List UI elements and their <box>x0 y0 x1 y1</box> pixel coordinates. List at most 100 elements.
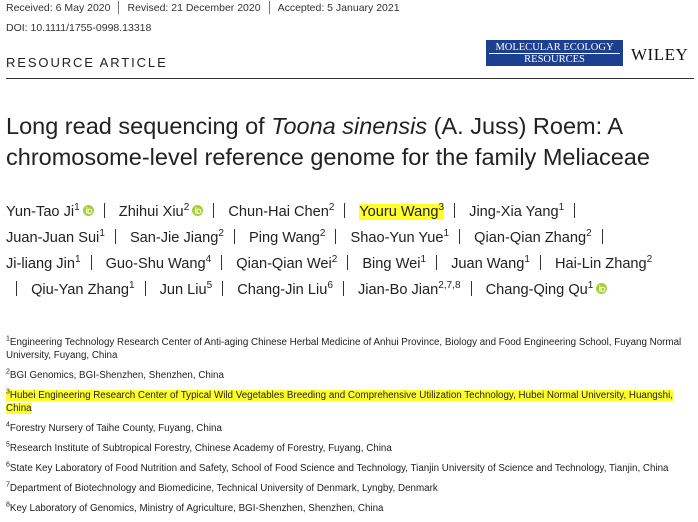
author-name: Jing-Xia Yang <box>469 204 559 220</box>
affiliation-ref: 1 <box>524 254 530 266</box>
author-name-wrap: Juan Wang1 <box>451 254 530 272</box>
affiliation-ref: 2 <box>331 254 338 266</box>
affiliation: 8Key Laboratory of Genomics, Ministry of… <box>6 502 690 515</box>
author-name-wrap: San-Jie Jiang2 <box>130 229 224 246</box>
affiliation-ref: 6 <box>327 280 333 292</box>
affiliation-number: 4 <box>6 421 10 429</box>
divider <box>268 1 270 14</box>
author[interactable]: Jun Liu5 <box>159 281 213 298</box>
affiliation-ref: 2,7,8 <box>438 280 461 292</box>
author[interactable]: Qian-Qian Zhang2 <box>474 228 592 246</box>
affiliation-ref: 2 <box>183 202 190 214</box>
affiliation-ref: 2 <box>586 228 592 240</box>
author-name: Juan Wang <box>451 256 525 272</box>
affiliation: 1Engineering Technology Research Center … <box>6 336 690 362</box>
author-name: Chun-Hai Chen <box>228 204 329 220</box>
author-name-wrap: Qiu-Yan Zhang1 <box>31 281 134 298</box>
article-type: RESOURCE ARTICLE <box>6 55 168 70</box>
orcid-icon[interactable] <box>192 205 204 216</box>
divider <box>454 203 456 218</box>
affiliation-text: Forestry Nursery of Taihe County, Fuyang… <box>9 423 222 434</box>
author[interactable]: Juan-Juan Sui1 <box>6 228 105 246</box>
received: Received: 6 May 2020 <box>6 1 111 14</box>
affiliation-ref: 2 <box>328 202 335 214</box>
author[interactable]: Zhihui Xiu2 <box>118 202 204 220</box>
authors: Yun-Tao Ji1 Zhihui Xiu2 Chun-Hai Chen2 Y… <box>6 199 666 303</box>
affiliation-body: 8Key Laboratory of Genomics, Ministry of… <box>6 501 384 514</box>
divider <box>90 255 92 270</box>
affiliation-number: 5 <box>6 441 10 449</box>
divider <box>103 203 105 218</box>
author[interactable]: Chang-Jin Liu6 <box>237 280 333 298</box>
author[interactable]: Jian-Bo Jian2,7,8 <box>358 280 461 298</box>
author[interactable]: Juan Wang1 <box>451 254 530 272</box>
author-name: Jun Liu <box>159 282 207 298</box>
affiliation-ref: 4 <box>205 254 212 266</box>
accepted: Accepted: 5 January 2021 <box>277 1 400 14</box>
author[interactable]: Chun-Hai Chen2 <box>228 202 335 220</box>
title-species: Toona sinensis <box>271 113 428 139</box>
author-name: Chang-Qing Qu <box>485 282 588 298</box>
author-name: Zhihui Xiu <box>118 204 184 220</box>
divider <box>144 281 146 296</box>
author-name-wrap: Ji-liang Jin1 <box>6 255 81 272</box>
affiliation-ref: 1 <box>99 228 105 240</box>
orcid-icon[interactable] <box>596 283 608 294</box>
author-name-wrap: Zhihui Xiu2 <box>118 202 190 220</box>
page: Received: 6 May 2020 Revised: 21 Decembe… <box>6 1 694 514</box>
author[interactable]: Jing-Xia Yang1 <box>469 202 565 220</box>
affiliation-ref: 1 <box>558 202 565 214</box>
divider <box>213 203 215 218</box>
author-name: Hai-Lin Zhang <box>555 256 647 272</box>
author-name: Chang-Jin Liu <box>237 282 328 298</box>
author-name-wrap: Shao-Yun Yue1 <box>350 228 450 246</box>
author[interactable]: Ping Wang2 <box>249 229 325 246</box>
author-name-wrap: Hai-Lin Zhang2 <box>555 255 652 272</box>
author[interactable]: Yun-Tao Ji1 <box>6 203 94 220</box>
author-name: Guo-Shu Wang <box>105 256 206 272</box>
affiliation-text: Key Laboratory of Genomics, Ministry of … <box>9 503 384 514</box>
revised: Revised: 21 December 2020 <box>127 1 261 14</box>
author[interactable]: Ji-liang Jin1 <box>6 255 81 272</box>
author[interactable]: Youru Wang3 <box>359 203 445 220</box>
author[interactable]: San-Jie Jiang2 <box>130 229 224 246</box>
author-name-wrap: Ping Wang2 <box>249 229 325 246</box>
divider <box>221 255 223 270</box>
affiliation-body: 7Department of Biotechnology and Biomedi… <box>6 481 438 494</box>
divider <box>574 203 576 218</box>
author[interactable]: Qiu-Yan Zhang1 <box>31 281 134 298</box>
divider <box>344 203 346 218</box>
affiliation-text: State Key Laboratory of Food Nutrition a… <box>9 463 669 474</box>
author-name: Bing Wei <box>362 256 421 272</box>
author[interactable]: Bing Wei1 <box>362 255 426 272</box>
affiliation-body: 2BGI Genomics, BGI-Shenzhen, Shenzhen, C… <box>6 368 224 381</box>
author-name: Qiu-Yan Zhang <box>31 282 129 298</box>
divider <box>436 255 438 270</box>
author[interactable]: Shao-Yun Yue1 <box>350 228 450 246</box>
author-name: Shao-Yun Yue <box>350 230 444 246</box>
author[interactable]: Qian-Qian Wei2 <box>236 254 338 272</box>
author[interactable]: Guo-Shu Wang4 <box>105 254 212 272</box>
author-name-wrap: Bing Wei1 <box>362 255 426 272</box>
author-name: Qian-Qian Wei <box>236 256 332 272</box>
affiliation: 4Forestry Nursery of Taihe County, Fuyan… <box>6 422 690 435</box>
journal-logo[interactable]: MOLECULAR ECOLOGY RESOURCES <box>486 40 623 66</box>
author-name-wrap: Chun-Hai Chen2 <box>228 202 335 220</box>
affiliation-number: 2 <box>6 368 10 376</box>
author[interactable]: Hai-Lin Zhang2 <box>555 255 652 272</box>
author-name-wrap: Qian-Qian Zhang2 <box>474 228 592 246</box>
doi[interactable]: DOI: 10.1111/1755-0998.13318 <box>6 22 152 34</box>
author[interactable]: Chang-Qing Qu1 <box>485 281 608 298</box>
author-name-wrap: Jian-Bo Jian2,7,8 <box>358 280 461 298</box>
orcid-icon[interactable] <box>82 205 94 216</box>
author-name-wrap: Chang-Jin Liu6 <box>237 280 333 298</box>
affiliation-ref: 1 <box>443 228 450 240</box>
divider <box>118 1 120 14</box>
author-name-wrap: Youru Wang3 <box>359 203 445 220</box>
divider <box>470 281 472 296</box>
affiliation-body: 4Forestry Nursery of Taihe County, Fuyan… <box>6 421 222 434</box>
publisher[interactable]: WILEY <box>631 45 689 64</box>
title-part: Long read sequencing of <box>6 113 272 139</box>
affiliation-number: 8 <box>6 501 10 509</box>
affiliation-number: 7 <box>6 481 10 489</box>
